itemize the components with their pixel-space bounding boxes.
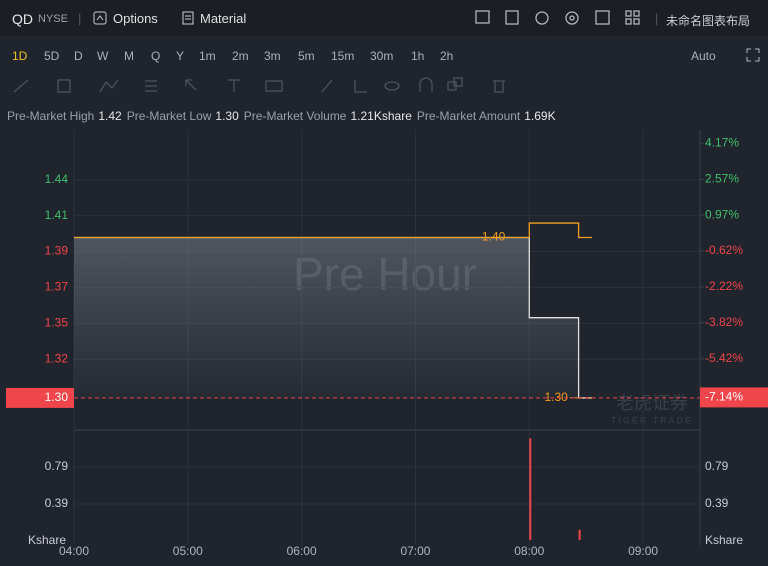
x-tick-label: 05:00 <box>173 544 203 558</box>
area <box>74 237 592 398</box>
period-button[interactable]: 2h <box>440 49 454 63</box>
stats-bar: Pre-Market High 1.42 Pre-Market Low 1.30 Pre… <box>0 100 768 130</box>
y-tick-label: 1.44 <box>45 172 69 186</box>
exchange: NYSE <box>38 13 68 25</box>
y2-tick-label: 0.97% <box>705 207 739 221</box>
period-button[interactable]: 1h <box>411 49 425 63</box>
stat-value: 1.21Kshare <box>350 109 412 123</box>
last-price-badge <box>6 387 74 408</box>
x-tick-label: 07:00 <box>400 544 430 558</box>
y-tick-label: 1.39 <box>45 244 69 258</box>
options-button[interactable]: Options <box>113 11 158 26</box>
stat-value: 1.30 <box>215 109 239 123</box>
stat-label: Pre-Market Low <box>126 109 212 123</box>
price-line <box>74 236 592 399</box>
price-tag-label: 1.30 <box>545 390 569 404</box>
tool-icons <box>475 10 640 25</box>
x-tick-label: 09:00 <box>628 544 658 558</box>
period-button[interactable]: M <box>124 49 134 63</box>
volume-tick-label: 0.39 <box>45 496 69 510</box>
symbol[interactable]: QD <box>12 11 33 27</box>
period-button[interactable]: 1m <box>199 49 216 63</box>
period-button[interactable]: 1D <box>12 49 28 63</box>
drawing-tools <box>13 77 505 93</box>
y-tick-label: 1.41 <box>45 208 69 222</box>
watermark: Pre Hour <box>293 248 477 300</box>
divider: | <box>78 11 82 26</box>
y-tick-label: 1.37 <box>45 280 69 294</box>
period-button[interactable]: Y <box>176 49 185 63</box>
y2-tick-label: 2.57% <box>705 171 739 185</box>
stat-label: Pre-Market High <box>7 109 95 123</box>
period-button[interactable]: Q <box>151 49 161 63</box>
price-tag-label: 1.40 <box>482 230 506 244</box>
scale-mode[interactable]: Auto <box>691 49 716 63</box>
volume-bar <box>529 438 532 540</box>
last-change-badge <box>700 387 768 408</box>
material-icon <box>182 11 194 25</box>
volume-unit: Kshare <box>705 533 743 547</box>
stat-value: 1.69K <box>524 109 556 123</box>
volume-bar <box>578 529 581 540</box>
last-change-label: -7.14% <box>705 390 743 404</box>
period-button[interactable]: D <box>74 49 83 63</box>
volume-tick-label: 0.79 <box>45 459 69 473</box>
period-button[interactable]: 2m <box>232 49 249 63</box>
volume-unit: Kshare <box>28 533 66 547</box>
x-tick-label: 04:00 <box>59 544 89 558</box>
volume-tick-label: 0.39 <box>705 496 729 510</box>
layout-name[interactable]: 未命名图表布局 <box>666 14 751 28</box>
y2-tick-label: -5.42% <box>705 351 743 365</box>
y-tick-label: 1.35 <box>45 315 69 329</box>
period-button[interactable]: 3m <box>264 49 281 63</box>
last-price-label: 1.30 <box>45 390 69 404</box>
options-icon <box>93 11 107 25</box>
top-bar: QD NYSE | Options Material | 未命名图表布局 <box>0 0 768 36</box>
period-button[interactable]: 15m <box>331 49 355 63</box>
divider: | <box>655 11 659 26</box>
period-button[interactable]: W <box>97 49 109 63</box>
period-button[interactable]: 5m <box>298 49 315 63</box>
price-line <box>74 222 592 239</box>
period-button[interactable]: 5D <box>44 49 60 63</box>
stat-label: Pre-Market Amount <box>416 109 521 123</box>
x-tick-label: 06:00 <box>287 544 317 558</box>
stat-label: Pre-Market Volume <box>243 109 347 123</box>
y2-tick-label: 4.17% <box>705 135 739 149</box>
y2-tick-label: -0.62% <box>705 243 743 257</box>
period-button[interactable]: 30m <box>370 49 394 63</box>
y-tick-label: 1.32 <box>45 351 69 365</box>
period-bar: Auto 1D 5D D W M Q Y 1m 2m 3m 5m 15m 30m 1h 2h <box>0 36 768 72</box>
brand-watermark-sub: TIGER TRADE <box>611 415 693 425</box>
brand-watermark: 老虎证券 <box>616 393 688 413</box>
x-tick-label: 08:00 <box>514 544 544 558</box>
y2-tick-label: -3.82% <box>705 315 743 329</box>
fullscreen-icon[interactable] <box>746 48 760 62</box>
y2-tick-label: -2.22% <box>705 279 743 293</box>
volume-tick-label: 0.79 <box>705 459 729 473</box>
material-button[interactable]: Material <box>200 11 247 26</box>
stat-value: 1.42 <box>98 109 122 123</box>
